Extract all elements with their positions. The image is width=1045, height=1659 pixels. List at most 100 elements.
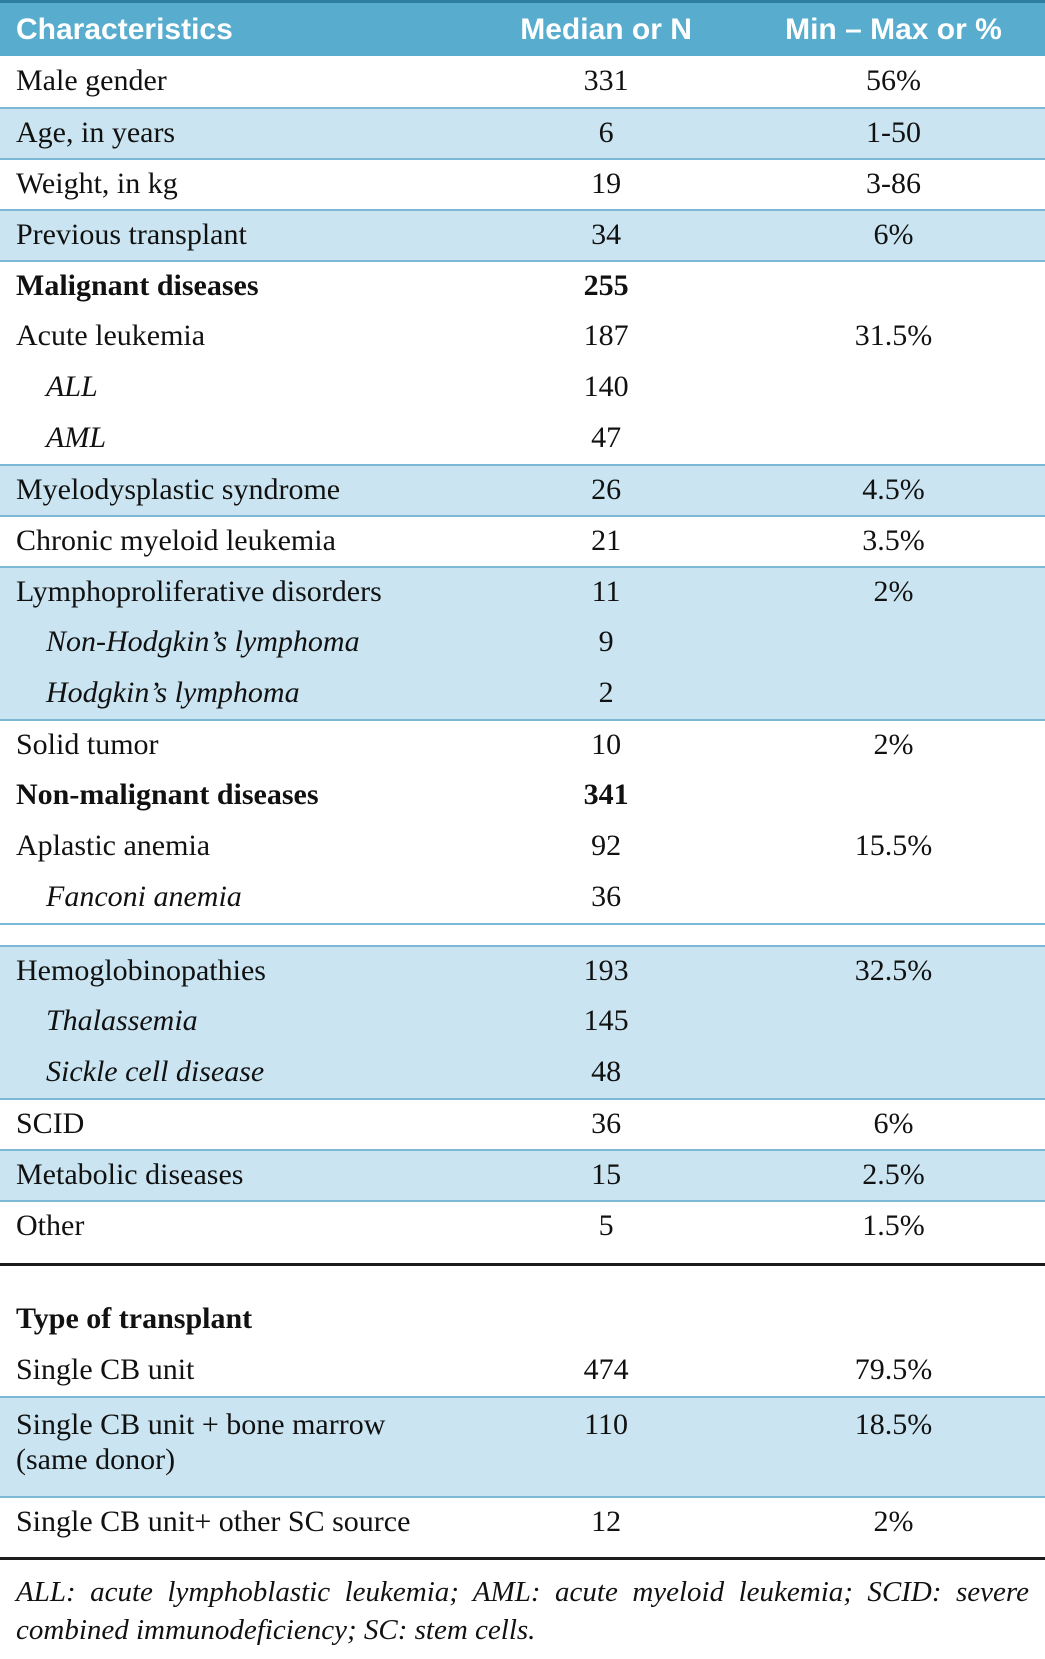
table-row: Solid tumor 10 2% [0,719,1045,770]
minmax-cell: 1.5% [862,1209,925,1243]
characteristic-cell: Lymphoproliferative disorders [16,575,382,609]
table-row: Fanconi anemia 36 [0,872,1045,923]
section-divider [0,1251,1045,1294]
median-cell: 193 [583,954,629,988]
table-row: Myelodysplastic syndrome 26 4.5% [0,464,1045,515]
characteristic-cell: Hemoglobinopathies [16,954,266,988]
median-cell: 145 [583,1004,629,1038]
median-cell: 2 [598,676,614,710]
table-row: Hemoglobinopathies 193 32.5% [0,945,1045,996]
median-cell: 341 [583,778,629,812]
minmax-cell: 2% [873,575,914,609]
median-cell: 21 [591,524,622,558]
table-row: Male gender 331 56% [0,56,1045,107]
characteristic-cell: Age, in years [16,116,176,150]
divider-line [0,1263,1045,1266]
table-row: Age, in years 6 1-50 [0,107,1045,158]
table-row: Previous transplant 34 6% [0,209,1045,260]
table-body: Male gender 331 56% Age, in years 6 1-50 Weigh… [0,56,1045,1547]
table-footnote: ALL: acute lymphoblastic leukemia; AML: … [0,1557,1045,1659]
characteristic-cell: Aplastic anemia [16,829,211,863]
characteristic-cell-line2: (same donor) [16,1442,176,1476]
characteristic-cell: Type of transplant [16,1302,253,1336]
table-row: Non-malignant diseases 341 [0,770,1045,821]
table-row: Metabolic diseases 15 2.5% [0,1149,1045,1200]
table-row: Other 5 1.5% [0,1200,1045,1251]
characteristic-cell: Weight, in kg [16,167,178,201]
characteristic-cell: Single CB unit + bone marrow (same donor) [0,1398,470,1477]
table-row: Thalassemia 145 [0,996,1045,1047]
median-cell: 9 [598,625,614,659]
characteristic-cell: Previous transplant [16,218,247,252]
characteristic-cell: Solid tumor [16,728,159,762]
table-row: Sickle cell disease 48 [0,1047,1045,1098]
table-row: Weight, in kg 19 3-86 [0,158,1045,209]
table-row: Lymphoproliferative disorders 11 2% [0,566,1045,617]
minmax-cell: 3.5% [862,524,925,558]
table-row: Acute leukemia 187 31.5% [0,311,1045,362]
median-cell: 19 [591,167,622,201]
median-cell: 140 [583,370,629,404]
characteristic-cell: Metabolic diseases [16,1158,244,1192]
median-cell: 26 [591,473,622,507]
characteristic-cell: SCID [16,1107,85,1141]
characteristic-cell: ALL [46,370,98,404]
characteristic-cell: Hodgkin’s lymphoma [46,676,300,710]
minmax-cell: 15.5% [854,829,933,863]
characteristic-cell: Acute leukemia [16,319,206,353]
median-cell: 36 [591,1107,622,1141]
minmax-cell: 6% [873,1107,914,1141]
table-header-row: Characteristics Median or N Min – Max or… [0,0,1045,56]
median-cell: 92 [591,829,622,863]
characteristic-cell: AML [46,421,106,455]
table-row: Aplastic anemia 92 15.5% [0,821,1045,872]
minmax-cell: 4.5% [862,473,925,507]
characteristic-cell: Single CB unit+ other SC source [16,1505,411,1539]
table-row: Type of transplant [0,1294,1045,1345]
minmax-cell: 2.5% [862,1158,925,1192]
table-row: Chronic myeloid leukemia 21 3.5% [0,515,1045,566]
header-median-or-n: Median or N [520,12,692,46]
median-cell: 187 [583,319,629,353]
table-row: Malignant diseases 255 [0,260,1045,311]
median-cell: 12 [591,1505,622,1539]
table-row: Hodgkin’s lymphoma 2 [0,668,1045,719]
median-cell: 11 [591,575,621,609]
table-row: Single CB unit+ other SC source 12 2% [0,1496,1045,1547]
minmax-cell: 18.5% [854,1408,933,1441]
characteristic-cell: Non-Hodgkin’s lymphoma [46,625,360,659]
table-row: Non-Hodgkin’s lymphoma 9 [0,617,1045,668]
table-row: Single CB unit 474 79.5% [0,1345,1045,1396]
median-cell: 47 [591,421,622,455]
median-cell: 34 [591,218,622,252]
minmax-cell: 31.5% [854,319,933,353]
characteristic-cell: Other [16,1209,85,1243]
table-row: SCID 36 6% [0,1098,1045,1149]
characteristic-cell: Sickle cell disease [46,1055,265,1089]
median-cell: 331 [583,64,629,98]
median-cell: 10 [591,728,622,762]
median-cell: 255 [583,269,629,303]
characteristic-cell: Malignant diseases [16,269,259,303]
table-row: ALL 140 [0,362,1045,413]
median-cell: 110 [584,1408,629,1441]
spacer-row [0,923,1045,945]
minmax-cell: 3-86 [865,167,921,201]
table-row: AML 47 [0,413,1045,464]
header-characteristics: Characteristics [16,12,233,46]
minmax-cell: 32.5% [854,954,933,988]
characteristic-cell: Male gender [16,64,167,98]
characteristic-cell: Non-malignant diseases [16,778,319,812]
characteristic-cell: Fanconi anemia [46,880,242,914]
minmax-cell: 79.5% [854,1353,933,1387]
median-cell: 5 [598,1209,614,1243]
median-cell: 48 [591,1055,622,1089]
median-cell: 6 [598,116,614,150]
median-cell: 36 [591,880,622,914]
median-cell: 15 [591,1158,622,1192]
characteristic-cell: Thalassemia [46,1004,198,1038]
header-min-max-or-pct: Min – Max or % [785,12,1002,46]
minmax-cell: 6% [873,218,914,252]
minmax-cell: 56% [865,64,921,98]
